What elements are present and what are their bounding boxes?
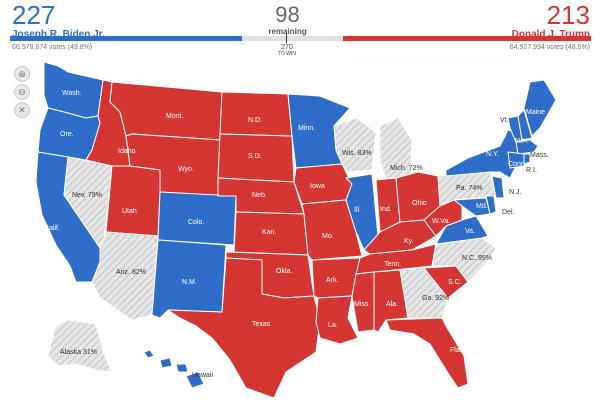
state-ny[interactable] [445, 129, 519, 179]
state-ariz[interactable] [91, 231, 159, 321]
label-nd: N.D. [248, 117, 262, 124]
label-texas: Texas [252, 321, 271, 328]
label-pa: Pa. 74% [456, 185, 482, 192]
label-nh: N.H. [515, 138, 529, 145]
state-alaska[interactable] [47, 319, 113, 373]
state-ri[interactable] [523, 153, 531, 165]
label-fla: Fla. [450, 347, 462, 354]
label-ri: R.I. [526, 167, 537, 174]
trump-name: Donald J. Trump [511, 29, 590, 40]
label-mich: Mich. 72% [390, 165, 423, 172]
label-nm: N.M. [182, 279, 197, 286]
label-maine: Maine [526, 109, 545, 116]
label-miss: Miss. [354, 301, 370, 308]
label-sd: S.D. [248, 153, 262, 160]
state-ga[interactable] [399, 267, 449, 319]
state-fla[interactable] [385, 317, 469, 389]
label-ind: Ind. [380, 206, 392, 213]
state-nh[interactable] [517, 109, 533, 141]
state-wis[interactable] [333, 117, 377, 173]
label-nev: Nev. 79% [72, 192, 102, 199]
label-nc: N.C. 95% [462, 255, 492, 262]
state-hawaii-4[interactable] [185, 371, 205, 389]
remaining-progress-bar [242, 36, 343, 41]
biden-name: Joseph R. Biden Jr. [12, 29, 105, 40]
to-win-text: TO WIN [278, 51, 296, 57]
label-tenn: Tenn. [384, 261, 401, 268]
state-del[interactable] [485, 195, 497, 215]
label-kan: Kan. [262, 229, 276, 236]
electoral-map: Wash. Ore. Calif. Nev. 79% Idaho Mont. W… [35, 61, 557, 399]
label-sc: S.C. [448, 279, 462, 286]
state-texas[interactable] [167, 257, 321, 399]
state-miss[interactable] [351, 271, 375, 333]
results-header: 227 Joseph R. Biden Jr. 66,578,674 votes… [0, 0, 600, 60]
trump-popular-votes: 64,927,994 votes (48.5%) [509, 44, 590, 51]
trump-progress-bar [343, 36, 591, 41]
label-conn: Conn. [508, 161, 527, 168]
label-la: La. [328, 322, 338, 329]
zoom-out-icon[interactable]: ⊖ [14, 84, 30, 100]
label-del: Del. [502, 209, 515, 216]
label-wva: W.Va. [432, 218, 450, 225]
label-ga: Ga. 92% [422, 295, 449, 302]
state-la[interactable] [315, 295, 359, 345]
label-utah: Utah [122, 208, 137, 215]
to-win-label: 270 TO WIN [270, 44, 304, 58]
state-mass[interactable] [515, 139, 539, 155]
remaining-summary: 98 remaining [250, 2, 325, 37]
label-ark: Ark. [326, 277, 339, 284]
state-mont[interactable] [109, 81, 223, 141]
state-ill[interactable] [345, 173, 379, 251]
label-ariz: Ariz. 82% [116, 269, 146, 276]
state-conn[interactable] [507, 151, 525, 169]
label-ky: Ky. [404, 238, 414, 245]
label-vt: Vt. [500, 117, 509, 124]
label-nj: N.J. [509, 189, 522, 196]
label-okla: Okla. [276, 268, 292, 275]
biden-summary: 227 Joseph R. Biden Jr. [12, 2, 105, 40]
state-hawaii-3[interactable] [175, 363, 189, 373]
label-ill: Ill. [354, 207, 361, 214]
state-hawaii-1[interactable] [143, 349, 155, 359]
state-md[interactable] [453, 197, 491, 217]
to-win-marker [286, 33, 287, 43]
state-hawaii-2[interactable] [159, 357, 173, 369]
biden-electoral-count: 227 [12, 0, 56, 30]
label-mont: Mont. [166, 113, 184, 120]
trump-electoral-count: 213 [546, 0, 590, 30]
label-iowa: Iowa [310, 183, 325, 190]
label-calif: Calif. [44, 225, 60, 232]
state-maine[interactable] [523, 79, 557, 137]
label-minn: Minn. [298, 125, 315, 132]
state-nj[interactable] [491, 175, 505, 199]
label-alaska: Alaska 31% [60, 349, 97, 356]
label-wis: Wis. 83% [342, 150, 372, 157]
trump-summary: 213 Donald J. Trump [512, 2, 590, 40]
biden-progress-bar [10, 36, 242, 41]
label-colo: Colo. [188, 219, 204, 226]
label-idaho: Idaho [118, 148, 136, 155]
label-md: Md. [476, 203, 488, 210]
label-ala: Ala. [386, 301, 398, 308]
label-mo: Mo. [322, 233, 334, 240]
biden-popular-votes: 66,578,674 votes (49.8%) [12, 44, 93, 51]
to-win-value: 270 [281, 44, 293, 51]
label-mass: Mass. [530, 152, 549, 159]
state-nd[interactable] [219, 91, 293, 137]
label-wash: Wash. [62, 90, 82, 97]
zoom-in-icon[interactable]: ⊕ [14, 66, 30, 82]
label-hawaii: Hawaii [192, 372, 213, 379]
remaining-count: 98 [275, 2, 300, 27]
label-ny: N.Y. [486, 151, 499, 158]
state-vt[interactable] [507, 115, 523, 143]
label-va: Va. [465, 228, 475, 235]
label-ore: Ore. [60, 131, 74, 138]
state-utah[interactable] [105, 165, 161, 237]
label-wyo: Wyo. [178, 166, 194, 173]
label-neb: Neb. [252, 192, 267, 199]
reset-close-icon[interactable]: ✕ [14, 102, 30, 118]
label-ohio: Ohio [412, 200, 427, 207]
remaining-label: remaining [268, 27, 307, 36]
